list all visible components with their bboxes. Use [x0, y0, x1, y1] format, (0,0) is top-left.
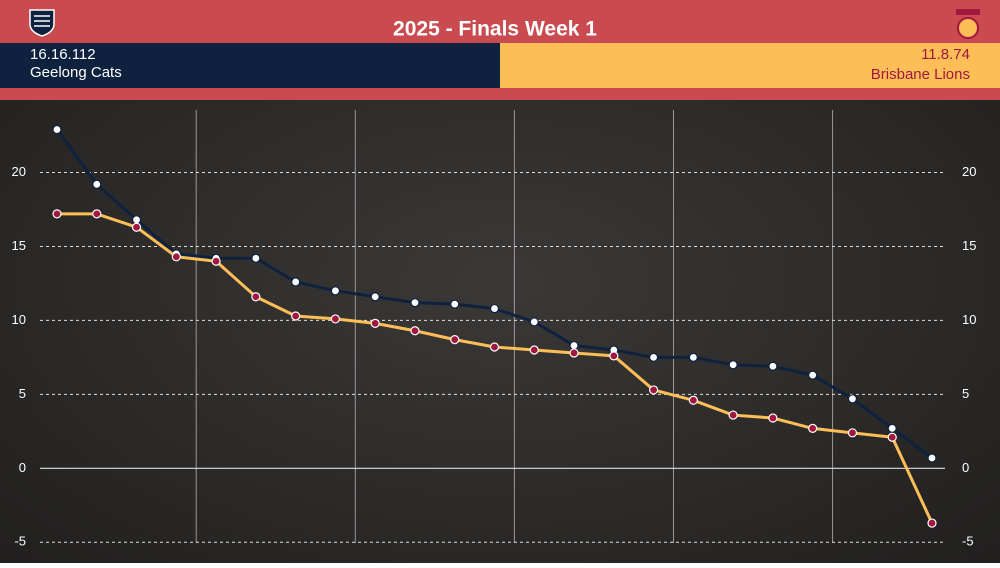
home-panel	[0, 43, 500, 88]
point	[52, 124, 62, 135]
point	[251, 292, 261, 302]
point	[291, 277, 301, 287]
point	[808, 423, 818, 433]
point	[291, 311, 301, 321]
y-tick-label: -5	[14, 534, 26, 549]
point	[688, 352, 698, 362]
point	[768, 413, 778, 423]
point	[92, 209, 102, 219]
point	[847, 428, 858, 438]
point	[768, 361, 778, 371]
away-score: 11.8.74	[921, 46, 970, 63]
point	[569, 348, 579, 358]
point	[529, 317, 539, 327]
point	[330, 286, 341, 296]
point	[648, 352, 659, 362]
point	[688, 395, 698, 405]
home-logo	[29, 9, 55, 37]
away-logo	[956, 9, 980, 39]
point	[370, 292, 380, 302]
y-tick-label: 5	[19, 386, 26, 401]
point	[728, 410, 738, 420]
point	[450, 299, 460, 309]
point	[370, 318, 380, 328]
y-tick-label-right: 20	[962, 164, 976, 179]
point	[52, 209, 62, 219]
y-tick-label: 20	[12, 164, 26, 179]
point	[847, 394, 858, 404]
y-tick-label: 0	[19, 460, 26, 475]
point	[211, 256, 221, 266]
point	[171, 252, 181, 262]
point	[251, 253, 261, 263]
point	[330, 314, 341, 324]
point	[927, 453, 937, 463]
y-tick-label-right: 0	[962, 460, 969, 475]
y-tick-label-right: 10	[962, 312, 976, 327]
y-tick-label: 10	[12, 312, 26, 327]
point	[131, 222, 142, 232]
point	[648, 385, 659, 395]
chart-title: 2025 - Finals Week 1	[393, 18, 597, 41]
y-tick-label: 15	[12, 238, 26, 253]
point	[887, 432, 897, 442]
divider-bar	[0, 88, 1000, 100]
point	[728, 360, 738, 370]
point	[529, 345, 539, 355]
y-tick-label-right: -5	[962, 534, 974, 549]
away-panel	[500, 43, 1000, 88]
away-team: Brisbane Lions	[871, 66, 970, 83]
point	[489, 342, 500, 352]
home-team: Geelong Cats	[30, 64, 122, 81]
point	[450, 335, 460, 345]
point	[808, 370, 818, 380]
y-tick-label-right: 15	[962, 238, 976, 253]
point	[887, 423, 897, 433]
home-score: 16.16.112	[30, 46, 96, 63]
title-bar	[0, 0, 1000, 43]
point	[92, 179, 102, 189]
point	[927, 518, 937, 528]
point	[410, 298, 420, 308]
point	[410, 326, 420, 336]
y-tick-label-right: 5	[962, 386, 969, 401]
point	[489, 303, 500, 314]
point	[609, 351, 619, 361]
